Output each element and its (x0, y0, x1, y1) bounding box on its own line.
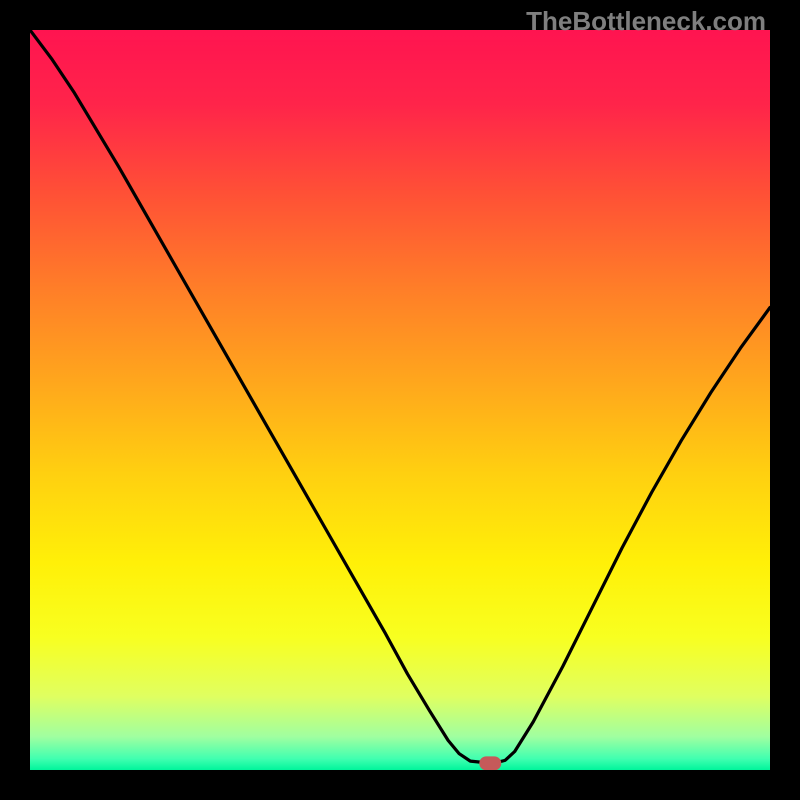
optimal-point-marker (479, 756, 501, 770)
bottleneck-chart (30, 30, 770, 770)
watermark-text: TheBottleneck.com (526, 6, 766, 37)
